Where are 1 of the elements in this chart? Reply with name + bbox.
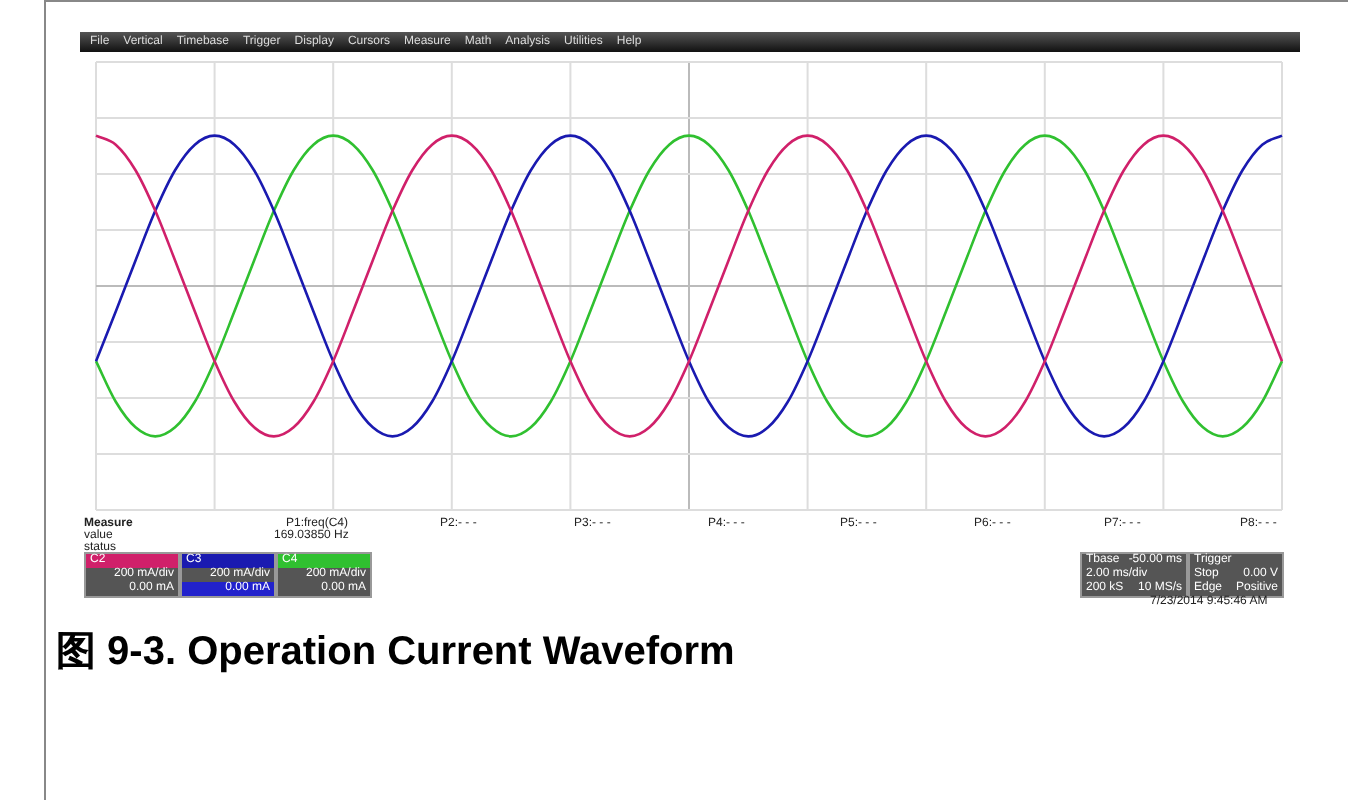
text: 图 9-3. Operation Current Waveform: [56, 628, 735, 678]
